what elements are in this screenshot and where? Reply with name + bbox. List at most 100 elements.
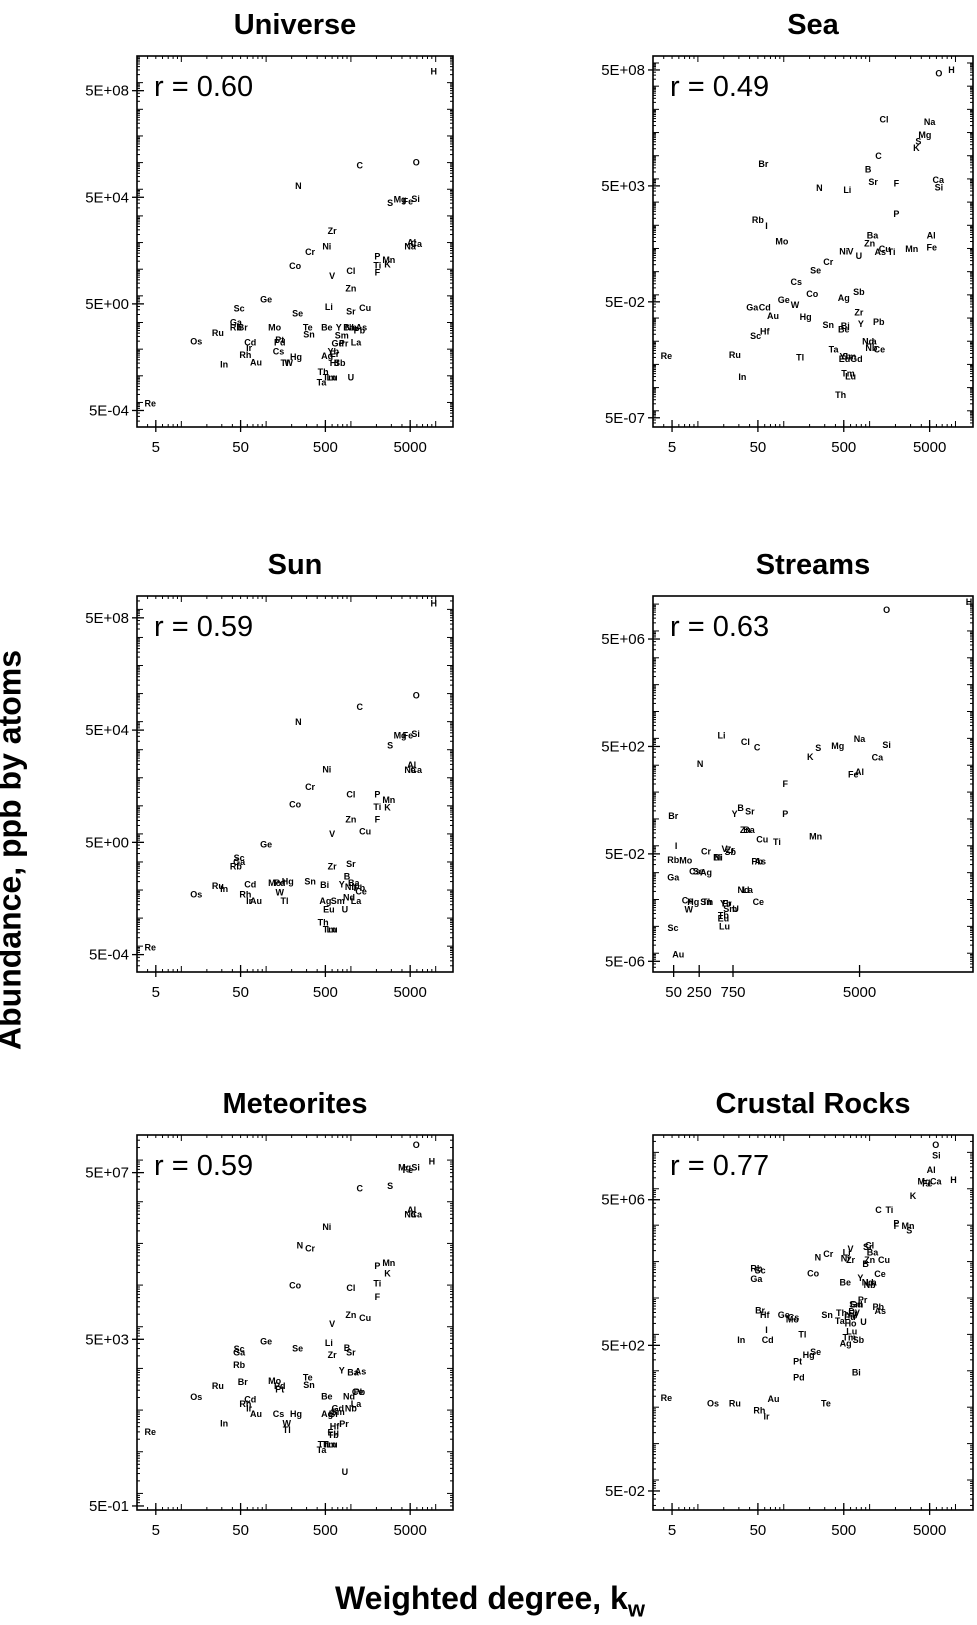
point-V: V [848,1244,854,1254]
point-F: F [375,1292,381,1302]
point-Re: Re [661,351,673,361]
point-Cs: Cs [791,277,803,287]
point-Rh: Rh [753,1406,765,1416]
point-Sn: Sn [303,1380,315,1390]
point-Fe: Fe [403,1165,414,1175]
point-Be: Be [838,325,850,335]
y-tick-label: 5E+06 [601,1192,645,1209]
panel-2: Sun 5E-04 5E+00 5E+04 5E+08 5 50 500 5000 r = 0.5… [85,549,454,1001]
point-W: W [276,888,285,898]
point-Fe: Fe [403,731,414,741]
y-tick-label: 5E+06 [601,631,645,648]
point-Cl: Cl [346,790,355,800]
point-Hg: Hg [803,1350,815,1360]
point-Mo: Mo [679,856,692,866]
point-Ta: Ta [317,1445,328,1455]
y-tick-label: 5E+03 [601,178,645,195]
x-tick-label: 500 [831,1522,856,1539]
point-Ti: Ti [773,837,781,847]
point-Ca: Ca [411,765,423,775]
point-Gd: Gd [332,1403,345,1413]
x-tick-label: 5000 [393,984,426,1001]
point-B: B [865,165,872,175]
point-Mo: Mo [786,1314,799,1324]
point-Mn: Mn [382,795,395,805]
point-Be: Be [839,1277,851,1287]
point-W: W [685,904,694,914]
panel-title: Sea [787,9,839,41]
point-Sc: Sc [750,331,761,341]
point-P: P [893,209,899,219]
point-Ti: Ti [888,247,896,257]
point-Y: Y [858,319,864,329]
point-C: C [875,1205,882,1215]
point-Pd: Pd [793,1373,805,1383]
point-Cu: Cu [878,1255,890,1265]
point-V: V [848,246,854,256]
point-Eu: Eu [328,1427,340,1437]
point-Pr: Pr [858,1295,868,1305]
point-Rb: Rb [230,862,242,872]
point-K: K [807,752,814,762]
panel-0: Universe 5E-04 5E+00 5E+04 5E+08 5 50 500 5000 r … [85,9,454,456]
point-Co: Co [289,800,301,810]
point-Ir: Ir [246,343,253,353]
plot-frame [136,1134,454,1511]
point-Yb: Yb [839,351,851,361]
point-In: In [220,1419,228,1429]
point-Cl: Cl [741,737,750,747]
point-Au: Au [250,1409,262,1419]
point-Br: Br [238,322,248,332]
point-Te: Te [821,1399,831,1409]
point-Cr: Cr [823,1249,833,1259]
point-Gd: Gd [850,354,863,364]
point-Ti: Ti [373,1278,381,1288]
point-Rh: Rh [239,350,251,360]
point-H: H [429,1157,436,1167]
point-Ta: Ta [829,345,840,355]
correlation-label: r = 0.60 [154,71,253,103]
point-Ni: Ni [322,1222,331,1232]
point-Sn: Sn [821,1310,833,1320]
point-V: V [329,271,335,281]
point-Er: Er [330,349,340,359]
point-F: F [894,1221,900,1231]
point-Dy: Dy [848,1307,860,1317]
point-Yb: Yb [846,1311,858,1321]
point-Tm: Tm [841,369,855,379]
point-Hg: Hg [282,877,294,887]
point-S: S [387,1181,393,1191]
point-Sn: Sn [700,897,712,907]
point-Ni: Ni [322,241,331,251]
y-tick-label: 5E+08 [601,62,645,79]
point-Al: Al [927,231,936,241]
y-tick-label: 5E+02 [601,1337,645,1354]
point-Gd: Gd [332,339,345,349]
point-Ag: Ag [840,1339,852,1349]
point-B: B [344,872,351,882]
plot-frame [652,595,974,973]
point-Zr: Zr [854,308,863,318]
point-Bi: Bi [320,880,329,890]
point-Na: Na [854,734,866,744]
point-Gd: Gd [850,1299,863,1309]
point-Mn: Mn [382,1258,395,1268]
point-In: In [737,1335,745,1345]
correlation-label: r = 0.59 [154,611,253,643]
point-B: B [737,803,744,813]
point-F: F [375,268,381,278]
point-Au: Au [767,311,779,321]
point-Sb: Sb [725,847,737,857]
point-Ru: Ru [729,350,741,360]
point-Ti: Ti [373,260,381,270]
point-Pb: Pb [354,1387,366,1397]
point-Au: Au [768,1394,780,1404]
point-Al: Al [855,767,864,777]
point-Fe: Fe [922,1178,933,1188]
point-Cs: Cs [273,1409,285,1419]
point-Ru: Ru [212,328,224,338]
point-Zr: Zr [328,1350,337,1360]
point-C: C [356,161,363,171]
point-S: S [387,741,393,751]
y-tick-label: 5E+07 [85,1165,129,1182]
